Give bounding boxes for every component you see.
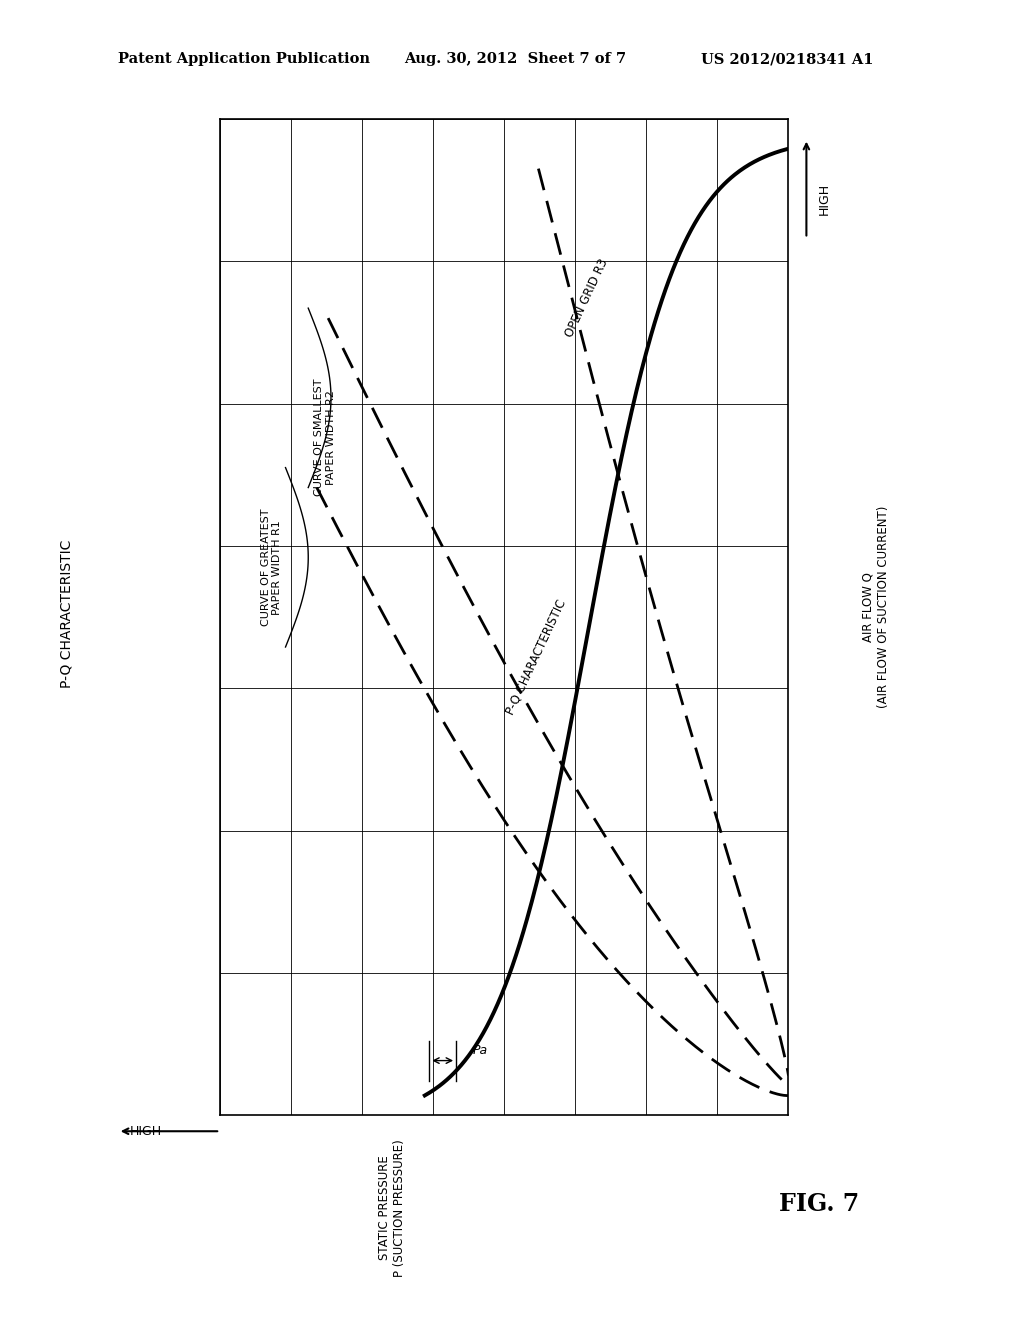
Text: US 2012/0218341 A1: US 2012/0218341 A1 [701, 53, 873, 66]
Text: CURVE OF GREATEST
PAPER WIDTH R1: CURVE OF GREATEST PAPER WIDTH R1 [260, 508, 282, 626]
Text: Patent Application Publication: Patent Application Publication [118, 53, 370, 66]
Text: HIGH: HIGH [130, 1125, 162, 1138]
Text: OPEN GRID R3: OPEN GRID R3 [563, 257, 610, 339]
Text: CURVE OF SMALLEST
PAPER WIDTH R2: CURVE OF SMALLEST PAPER WIDTH R2 [314, 379, 336, 496]
Text: Aug. 30, 2012  Sheet 7 of 7: Aug. 30, 2012 Sheet 7 of 7 [404, 53, 627, 66]
Text: HIGH: HIGH [818, 182, 830, 215]
Text: STATIC PRESSURE
P (SUCTION PRESSURE): STATIC PRESSURE P (SUCTION PRESSURE) [378, 1139, 407, 1276]
Text: P-Q CHARACTERISTIC: P-Q CHARACTERISTIC [59, 540, 74, 688]
Text: Pa: Pa [473, 1044, 488, 1057]
Text: AIR FLOW Q
(AIR FLOW OF SUCTION CURRENT): AIR FLOW Q (AIR FLOW OF SUCTION CURRENT) [861, 506, 890, 709]
Text: FIG. 7: FIG. 7 [779, 1192, 859, 1216]
Text: P-Q CHARACTERISTIC: P-Q CHARACTERISTIC [503, 598, 568, 717]
